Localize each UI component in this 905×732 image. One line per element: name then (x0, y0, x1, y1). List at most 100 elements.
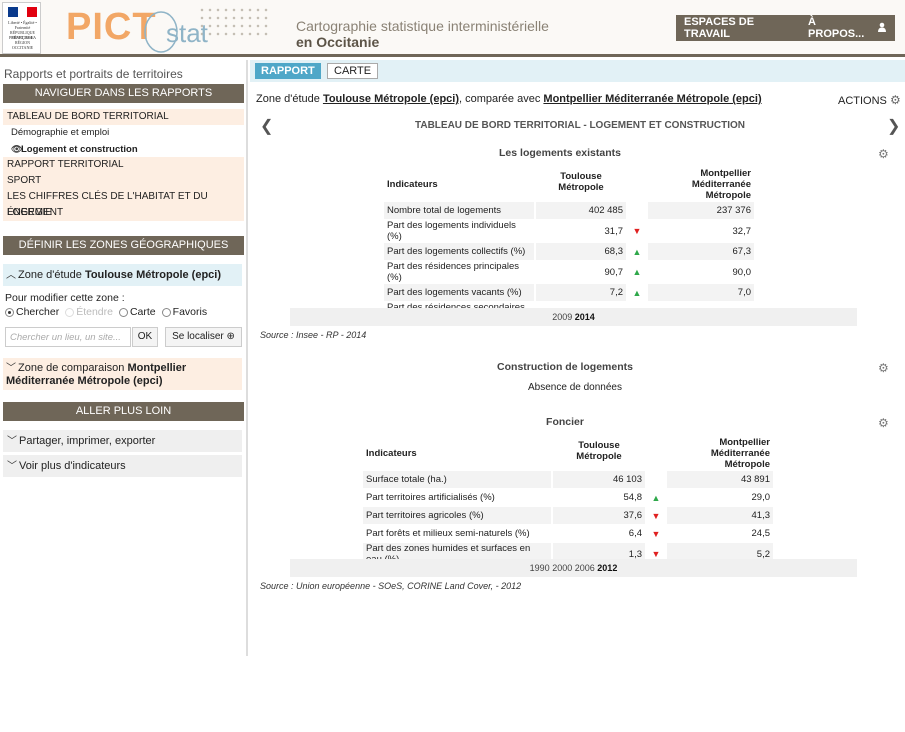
modify-zone-label: Pour modifier cette zone : (5, 292, 125, 304)
year-selected[interactable]: 2014 (574, 312, 595, 322)
block-title-construction: Construction de logements (497, 361, 633, 373)
dots-pattern-icon (198, 6, 268, 36)
user-icon[interactable] (877, 22, 895, 35)
year-option[interactable]: 2000 (552, 563, 573, 573)
share-toggle[interactable]: ﹀ Partager, imprimer, exporter (3, 430, 242, 452)
radio-extend[interactable]: Étendre (65, 306, 113, 318)
locate-button[interactable]: Se localiser ⊕ (165, 327, 242, 347)
col-toulouse: Toulouse Métropole (558, 171, 604, 193)
gear-icon[interactable]: ⚙ (878, 416, 889, 430)
zones-band: DÉFINIR LES ZONES GÉOGRAPHIQUES (3, 236, 244, 255)
sidebar: Rapports et portraits de territoires NAV… (0, 60, 248, 656)
trend-down-icon: ▼ (651, 528, 661, 539)
chevron-up-icon: ︿ (6, 270, 16, 281)
col-indicateurs: Indicateurs (387, 179, 438, 190)
menu-item-demographie[interactable]: Démographie et emploi (3, 125, 244, 141)
further-band: ALLER PLUS LOIN (3, 402, 244, 421)
pictstat-logo[interactable]: PICT stat (66, 6, 276, 54)
col-toulouse: Toulouse Métropole (576, 440, 622, 462)
gear-icon: ⚙ (889, 93, 901, 107)
tab-report[interactable]: RAPPORT (255, 63, 321, 79)
nav-workspaces[interactable]: ESPACES DE TRAVAIL (684, 16, 755, 40)
menu-item-logement[interactable]: 👁Logement et construction (3, 141, 244, 157)
rf-motto: Liberté • Égalité • Fraternité RÉPUBLIQU… (8, 20, 37, 40)
year-selector: 1990 2000 2006 2012 (290, 559, 857, 577)
year-selected[interactable]: 2012 (597, 563, 618, 573)
trend-up-icon: ▲ (651, 492, 661, 503)
year-option[interactable]: 2009 (552, 312, 573, 322)
gear-icon[interactable]: ⚙ (878, 361, 889, 375)
more-indicators-toggle[interactable]: ﹀ Voir plus d'indicateurs (3, 455, 242, 477)
no-data-message: Absence de données (528, 382, 622, 393)
menu-item-energie[interactable]: ÉNERGIE (3, 205, 244, 221)
logo-stat-text: stat (166, 18, 208, 48)
table-row: Part des logements vacants (%) 7,2 ▲ 7,0 (384, 284, 754, 301)
place-search-input[interactable] (5, 327, 131, 347)
source-note: Source : Insee - RP - 2014 (260, 330, 367, 340)
menu-item-rapport-territorial[interactable]: RAPPORT TERRITORIAL (3, 157, 244, 173)
table-row: Part des résidences principales (%) 90,7 ▲… (387, 261, 751, 283)
table-row: Part forêts et milieux semi-naturels (%)… (363, 525, 773, 542)
header: Liberté • Égalité • Fraternité RÉPUBLIQU… (0, 0, 905, 57)
french-flag-icon (8, 7, 38, 17)
rf-prefet: PRÉFET DE LA RÉGION OCCITANIE (8, 35, 37, 50)
table-row: Part des logements collectifs (%) 68,3 ▲ 67… (384, 243, 754, 260)
actions-menu[interactable]: ACTIONS ⚙ (838, 93, 901, 107)
trend-down-icon: ▼ (651, 510, 661, 521)
chevron-down-icon: ﹀ (7, 436, 17, 447)
chevron-down-icon: ﹀ (6, 363, 16, 374)
gear-icon[interactable]: ⚙ (878, 147, 889, 161)
logements-table: Indicateurs Toulouse Métropole Montpelli… (382, 167, 756, 325)
chevron-down-icon: ﹀ (7, 461, 17, 472)
study-comparison-line: Zone d'étude Toulouse Métropole (epci), … (256, 93, 762, 105)
logo-pict-text: PICT (66, 6, 157, 48)
study-zone-link[interactable]: Toulouse Métropole (epci) (322, 93, 460, 105)
top-nav: ESPACES DE TRAVAIL À PROPOS... (676, 15, 895, 41)
year-option[interactable]: 1990 (529, 563, 550, 573)
zone-mode-radios: Chercher Étendre Carte Favoris (5, 306, 207, 318)
radio-search[interactable]: Chercher (5, 306, 59, 318)
comparison-zone-link[interactable]: Montpellier Méditerranée Métropole (epci… (543, 93, 762, 105)
source-note: Source : Union européenne - SOeS, CORINE… (260, 581, 522, 591)
col-montpellier: Montpellier Méditerranée Métropole (710, 437, 770, 470)
radio-favorites[interactable]: Favoris (161, 306, 207, 318)
col-montpellier: Montpellier Méditerranée Métropole (691, 168, 751, 201)
eye-icon: 👁 (11, 144, 23, 154)
sidebar-title: Rapports et portraits de territoires (4, 67, 183, 81)
table-row: Part territoires agricoles (%) 37,6 ▼ 41,3 (363, 507, 773, 524)
menu-item-tableau-de-bord[interactable]: TABLEAU DE BORD TERRITORIAL (3, 109, 244, 125)
nav-reports-band: NAVIGUER DANS LES RAPPORTS (3, 84, 244, 103)
table-row: Part territoires artificialisés (%) 54,8 ▲… (363, 489, 773, 506)
table-row: Surface totale (ha.) 46 103 43 891 (363, 471, 773, 488)
section-title: TABLEAU DE BORD TERRITORIAL - LOGEMENT E… (415, 120, 745, 131)
tab-map[interactable]: CARTE (327, 63, 379, 79)
crosshair-icon: ⊕ (226, 331, 235, 342)
block-title-logements: Les logements existants (499, 147, 621, 159)
trend-down-icon: ▼ (651, 549, 661, 559)
block-title-foncier: Foncier (546, 416, 584, 428)
menu-item-chiffres-cles[interactable]: LES CHIFFRES CLÉS DE L'HABITAT ET DU LOG… (3, 189, 244, 218)
foncier-table: Indicateurs Toulouse Métropole Montpelli… (361, 436, 775, 566)
previous-arrow-icon[interactable]: ❮ (260, 118, 274, 135)
trend-down-icon: ▼ (632, 226, 642, 236)
year-selector: 2009 2014 (290, 308, 857, 326)
col-indicateurs: Indicateurs (366, 448, 417, 459)
search-ok-button[interactable]: OK (132, 327, 158, 347)
table-row: Nombre total de logements 402 485 237 376 (384, 202, 754, 219)
logo-ring-icon (144, 11, 178, 53)
view-tabs: RAPPORT CARTE (250, 60, 905, 82)
header-subtitle: Cartographie statistique interministérie… (296, 18, 549, 34)
zone-comparison-toggle[interactable]: ﹀ Zone de comparaison Montpellier Méditer… (3, 358, 242, 390)
nav-about[interactable]: À PROPOS... (808, 16, 865, 40)
menu-item-sport[interactable]: SPORT (3, 173, 244, 189)
zone-study-toggle[interactable]: ︿ Zone d'étude Toulouse Métropole (epci) (3, 264, 242, 286)
table-row: Part des logements individuels (%) 31,7 ▼ 3… (387, 220, 751, 242)
header-region: en Occitanie (296, 34, 380, 50)
year-option[interactable]: 2006 (574, 563, 595, 573)
next-arrow-icon[interactable]: ❯ (887, 118, 901, 135)
trend-up-icon: ▲ (632, 246, 642, 257)
radio-map[interactable]: Carte (118, 306, 156, 318)
reports-menu: TABLEAU DE BORD TERRITORIAL Démographie … (3, 109, 244, 221)
trend-up-icon: ▲ (632, 267, 642, 277)
republique-francaise-logo[interactable]: Liberté • Égalité • Fraternité RÉPUBLIQU… (2, 2, 41, 54)
